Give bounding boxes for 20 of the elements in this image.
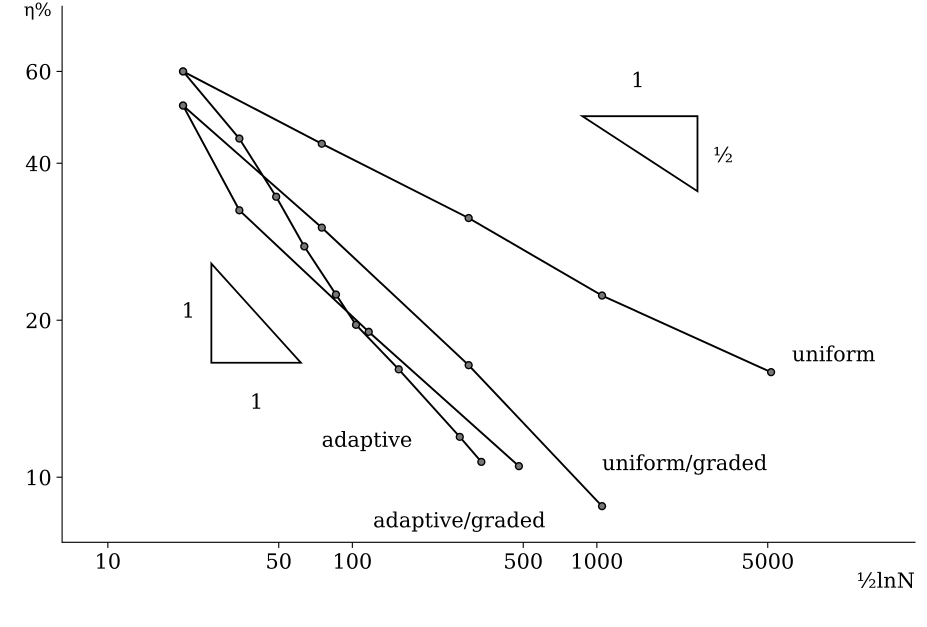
y-tick-label: 20 <box>26 312 50 328</box>
x-tick-label: 500 <box>505 553 542 569</box>
y-tick-label: 10 <box>28 470 50 486</box>
x-tick-label: 5000 <box>743 553 793 569</box>
y-axis-title: η% <box>24 2 51 20</box>
series-label: adaptive <box>322 430 412 452</box>
y-tick-label: 60 <box>26 64 50 80</box>
y-tick-label: 40 <box>26 156 50 172</box>
x-axis-title: ½lnN <box>858 572 914 588</box>
annotation: 1 <box>634 72 642 88</box>
series-label: uniform <box>792 345 875 362</box>
annotation: 1 <box>252 393 260 409</box>
annotation: ½ <box>714 146 732 162</box>
x-tick-label: 100 <box>335 553 371 569</box>
series-label: uniform/graded <box>602 454 767 475</box>
text: adaptive/graded <box>374 511 545 532</box>
x-tick-label: 50 <box>267 553 291 569</box>
annotation: 1 <box>184 302 192 318</box>
x-tick-label: 1000 <box>572 553 622 569</box>
x-tick-label: 10 <box>97 553 120 569</box>
